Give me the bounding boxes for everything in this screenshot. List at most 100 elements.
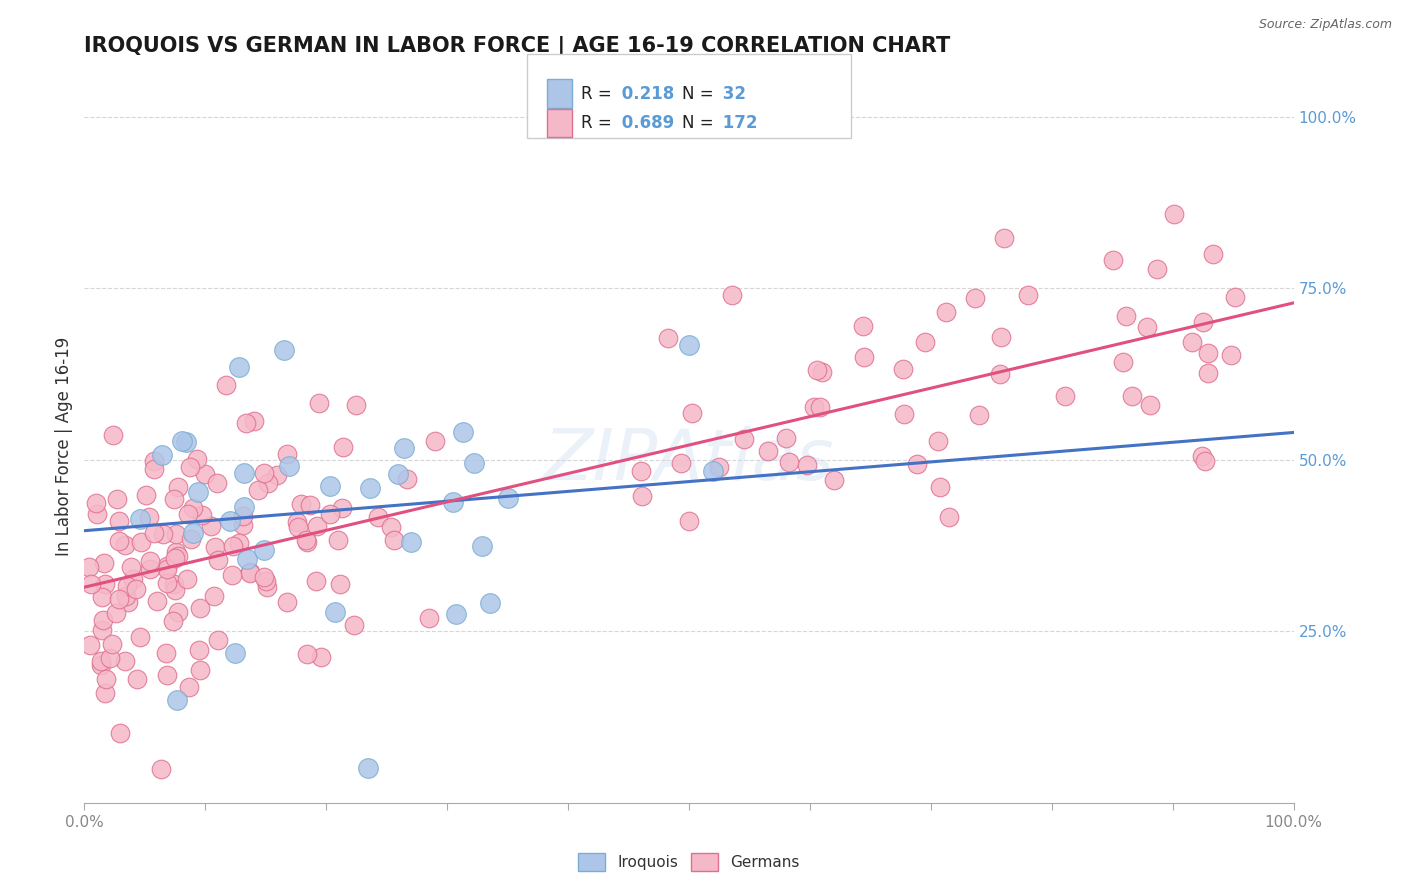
Point xyxy=(1194,454,1216,468)
Point xyxy=(330,500,353,515)
Point xyxy=(187,643,209,657)
Point xyxy=(174,435,197,450)
Point xyxy=(935,305,957,319)
Point xyxy=(187,484,209,499)
Point xyxy=(135,488,157,502)
Point xyxy=(298,498,321,512)
Point xyxy=(444,607,467,621)
Point xyxy=(162,614,184,628)
Point xyxy=(235,416,257,430)
Point xyxy=(758,443,780,458)
Point xyxy=(149,762,172,776)
Point xyxy=(207,633,229,648)
Point xyxy=(156,558,179,573)
Point xyxy=(215,378,238,392)
Point xyxy=(392,442,415,456)
Point xyxy=(1146,262,1168,277)
Point xyxy=(84,496,107,510)
Point xyxy=(266,467,288,482)
Point xyxy=(893,407,915,421)
Point xyxy=(367,510,389,524)
Point xyxy=(630,464,652,478)
Point xyxy=(218,514,240,528)
Point xyxy=(399,535,422,549)
Point xyxy=(221,568,243,582)
Point xyxy=(114,589,136,603)
Point xyxy=(243,414,266,428)
Text: 172: 172 xyxy=(717,114,758,132)
Point xyxy=(107,514,129,528)
Point xyxy=(796,458,818,472)
Point xyxy=(382,533,405,548)
Point xyxy=(806,363,828,377)
Point xyxy=(93,557,115,571)
Point xyxy=(228,535,250,549)
Point xyxy=(1139,398,1161,412)
Point xyxy=(1163,207,1185,221)
Point xyxy=(380,520,402,534)
Point xyxy=(1053,389,1076,403)
Point xyxy=(256,580,278,594)
Point xyxy=(200,518,222,533)
Point xyxy=(287,520,309,534)
Point xyxy=(231,517,253,532)
Text: ZIPAtlas: ZIPAtlas xyxy=(544,425,834,495)
Point xyxy=(418,611,440,625)
Point xyxy=(295,647,318,661)
Point xyxy=(396,472,419,486)
Point xyxy=(150,448,173,462)
Point xyxy=(163,577,186,591)
Point xyxy=(720,288,742,302)
Point xyxy=(114,538,136,552)
Point xyxy=(928,480,950,494)
Point xyxy=(326,533,349,547)
Point xyxy=(988,367,1011,381)
Point xyxy=(163,583,186,598)
Point xyxy=(228,360,250,375)
Text: R =: R = xyxy=(581,85,612,103)
Point xyxy=(93,613,115,627)
Point xyxy=(80,577,103,591)
Point xyxy=(295,533,318,547)
Point xyxy=(94,672,117,686)
Point xyxy=(108,592,131,607)
Point xyxy=(162,492,184,507)
Point xyxy=(332,440,354,454)
Point xyxy=(167,605,190,619)
Point xyxy=(122,572,145,586)
Point xyxy=(808,400,831,414)
Point xyxy=(319,479,342,493)
Point xyxy=(91,623,114,637)
Point xyxy=(1136,320,1159,334)
Point xyxy=(172,434,194,448)
Point xyxy=(1197,366,1219,380)
Point xyxy=(993,231,1015,245)
Point xyxy=(177,508,200,522)
Point xyxy=(471,540,494,554)
Point xyxy=(253,543,276,558)
Point xyxy=(125,582,148,596)
Point xyxy=(101,428,124,442)
Point xyxy=(98,651,121,665)
Point xyxy=(441,495,464,509)
Point xyxy=(165,527,187,541)
Point xyxy=(79,638,101,652)
Point xyxy=(239,566,262,580)
Point xyxy=(202,590,225,604)
Point xyxy=(359,481,381,495)
Point xyxy=(803,401,825,415)
Point xyxy=(1197,346,1219,360)
Point xyxy=(165,545,187,559)
Point xyxy=(138,554,160,568)
Point xyxy=(707,460,730,475)
Point xyxy=(179,459,201,474)
Point xyxy=(194,467,217,482)
Point xyxy=(233,500,256,514)
Point xyxy=(86,508,108,522)
Point xyxy=(990,330,1012,344)
Point xyxy=(387,467,409,481)
Point xyxy=(657,331,679,345)
Point xyxy=(120,559,142,574)
Point xyxy=(115,579,138,593)
Point xyxy=(273,343,295,358)
